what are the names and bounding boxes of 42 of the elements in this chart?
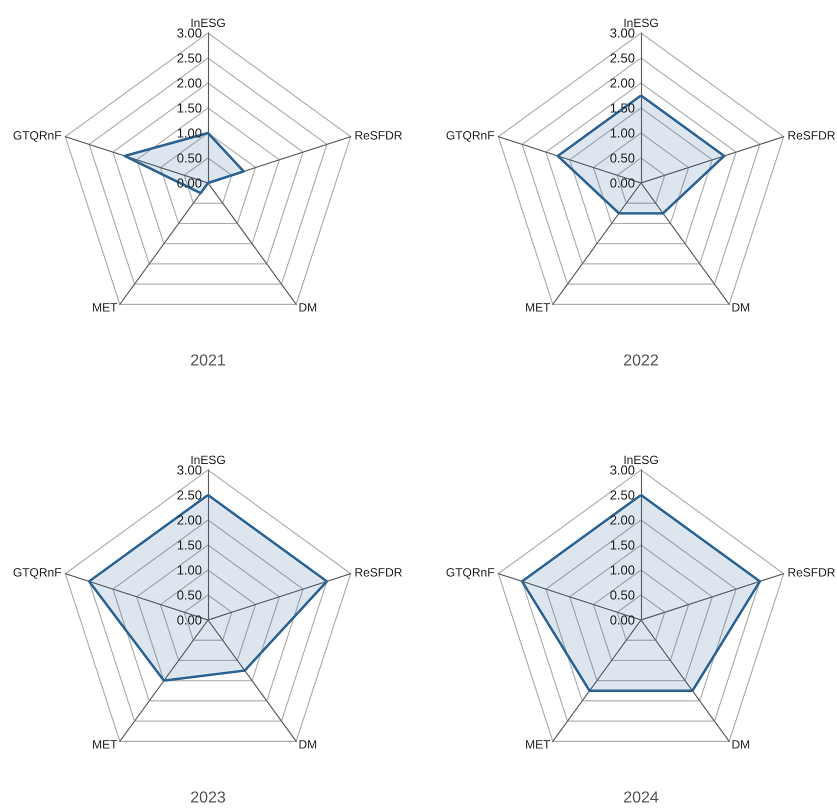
y-tick-label: 2.50	[176, 488, 202, 502]
text: 2023	[190, 790, 226, 806]
spoke-label: MET	[92, 738, 118, 752]
y-tick-label: 1.50	[176, 100, 202, 116]
spoke-label: MET	[525, 738, 552, 752]
y-tick-label: 2.00	[176, 512, 202, 528]
spoke-label: GTQRnF	[446, 128, 495, 142]
y-tick-label: 0.50	[610, 150, 635, 166]
y-tick-label: 2.50	[610, 50, 635, 66]
y-tick-label: 0.50	[176, 150, 202, 166]
y-tick-label: 1.00	[610, 562, 635, 578]
spoke-label: ReSFDR	[787, 128, 836, 142]
spoke-label: DM	[732, 738, 750, 752]
y-tick-label: 2.50	[610, 488, 635, 502]
spoke-label: ReSFDR	[354, 128, 403, 142]
spoke-label: GTQRnF	[12, 128, 62, 142]
spoke-label: GTQRnF	[446, 565, 495, 580]
spoke-label: DM	[298, 300, 318, 315]
y-tick-label: 1.50	[176, 538, 202, 552]
y-tick-label: 1.00	[176, 562, 202, 578]
y-tick-label: 2.00	[610, 512, 635, 528]
spoke-label: DM	[732, 300, 750, 315]
text: 2021	[190, 352, 226, 370]
spoke-label: GTQRnF	[12, 565, 62, 580]
spoke-label: ReSFDR	[354, 565, 403, 580]
y-tick-label: 1.00	[610, 126, 635, 140]
spoke-label: MET	[525, 300, 552, 315]
text: 2022	[623, 352, 659, 370]
y-tick-label: 0.00	[176, 612, 202, 628]
y-tick-label: 0.00	[610, 612, 635, 628]
text: 2024	[623, 790, 659, 806]
spoke-label: MET	[92, 300, 118, 315]
y-tick-label: 0.00	[610, 176, 635, 190]
y-tick-label: 0.50	[610, 588, 635, 602]
y-tick-label: 1.00	[176, 126, 202, 140]
y-tick-label: 0.50	[176, 588, 202, 602]
y-tick-label: 2.50	[176, 50, 202, 66]
y-tick-label: 1.50	[610, 538, 635, 552]
y-tick-label: 2.00	[176, 76, 202, 90]
spoke-label: DM	[298, 738, 318, 752]
y-tick-label: 2.00	[610, 76, 635, 90]
spoke-label: ReSFDR	[787, 565, 836, 580]
